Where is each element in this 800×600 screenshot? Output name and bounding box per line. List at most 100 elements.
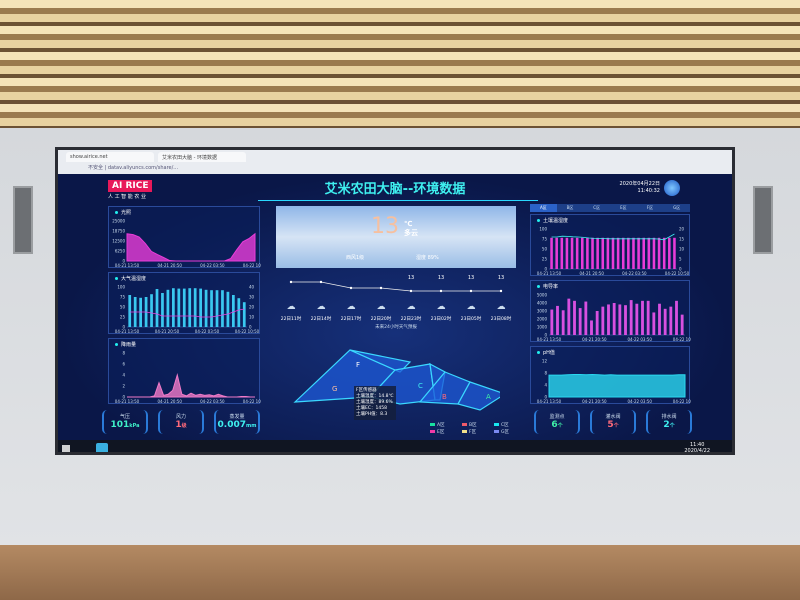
zone-tabs: A区 B区 C区 E区 F区 G区 [530,204,690,212]
map-legend-item[interactable]: E区 [430,429,444,435]
bar [680,314,684,335]
y-tick-label: 5000 [537,293,548,298]
address-bar[interactable]: 不安全 | datav.aliyuncs.com/share/... [88,165,179,171]
taskbar: 11:40 2020/4/22 [58,440,732,454]
zone-label-g: G [332,385,337,393]
browser-chrome: show.airice.net 艾米农田大脑 - 环境数据 不安全 | data… [58,150,732,174]
panel-title: 大气温湿度 [115,275,146,282]
zone-a[interactable] [457,381,500,411]
panel-title: pH值 [537,349,555,356]
bar [586,237,589,269]
stat-value: 2个 [663,420,675,430]
bar [647,237,651,269]
zone-tab[interactable]: G区 [673,205,681,210]
forecast-point [349,286,353,290]
rain-panel: 降雨量 04-21 13:50 04-21 20:50 04-22 03:50 04-2… [108,338,261,404]
y2-tick-label: 10 [249,315,255,320]
x-tick-label: 04-21 13:50 [115,329,140,334]
bar [226,291,230,327]
map-legend-item[interactable]: C区 [494,422,509,428]
stat-card: 监测点 6个 [534,410,580,434]
x-tick-label: 04-22 10:50 [665,271,690,276]
right-speaker [753,186,773,254]
x-tick-label: 04-22 10:50 [243,263,261,268]
dashboard: AI RICE 人 工 智 能 农 业 艾米农田大脑--环境数据 2020年04… [58,174,732,440]
zone-label-f: F [356,361,360,369]
bar [578,308,582,335]
map-legend-item[interactable]: B区 [462,422,477,428]
ph-panel: pH值 04-21 13:50 04-21 20:50 04-22 03:50 04-2… [530,346,691,404]
y-tick-label: 75 [120,295,126,300]
bar [618,304,622,335]
forecast-point [469,289,473,293]
stat-label: 灌水阀 [605,414,621,420]
bar [606,237,610,269]
bar [657,237,661,269]
bar [161,293,164,327]
bar [565,237,569,269]
bar [601,237,605,269]
ceiling [0,0,800,128]
bar [555,237,558,269]
x-tick-label: 04-22 03:50 [200,399,225,404]
forecast-hour: 22日20时 [370,317,392,322]
zone-tab[interactable]: C区 [593,205,601,210]
bar [616,237,620,269]
browser-app-icon[interactable] [96,443,108,452]
map-legend-item[interactable]: A区 [430,422,445,428]
bar [621,237,625,269]
tooltip-line: 土壤湿度：89.6% [356,400,393,405]
air-panel: 大气温湿度 04-21 13:50 04-21 20:50 04-22 03:50 04… [108,272,260,334]
forecast-temp: 13 [468,275,474,281]
browser-tab[interactable]: show.airice.net [66,152,154,162]
y-tick-label: 8 [544,371,547,376]
bar [601,306,605,335]
zone-tab[interactable]: A区 [530,204,557,212]
series-area [127,373,255,398]
y2-tick-label: 40 [249,285,255,290]
y2-tick-label: 20 [249,305,255,310]
x-tick-label: 04-21 13:50 [537,337,562,342]
bar [581,237,584,269]
bar [177,288,181,327]
bar [221,290,224,327]
zone-tab[interactable]: F区 [646,205,654,210]
y-tick-label: 0 [544,267,547,272]
browser-tab-active[interactable]: 艾米农田大脑 - 环境数据 [158,152,246,162]
time: 11:40:32 [637,188,660,194]
y-tick-label: 4000 [537,301,548,306]
bar [642,237,645,269]
windows-start-icon[interactable] [62,445,70,452]
zone-tab[interactable]: E区 [620,205,627,210]
stat-card: 风力 1级 [158,410,204,434]
y-tick-label: 75 [542,237,548,242]
x-tick-label: 04-22 03:50 [200,263,225,268]
stat-label: 蒸发量 [229,414,245,420]
tooltip-line: 土壤EC：1458 [356,406,387,411]
stat-card: 蒸发量 0.007mm [214,410,260,434]
x-tick-label: 04-21 13:50 [115,399,140,404]
x-tick-label: 04-22 03:50 [195,329,220,334]
forecast-point [379,286,383,290]
forecast-temp: 13 [438,275,444,281]
forecast-line [291,281,501,292]
taskbar-clock[interactable]: 11:40 2020/4/22 [684,442,710,454]
air-chart: 04-21 13:50 04-21 20:50 04-22 03:50 04-22 1… [115,285,260,335]
current-temp: 13 [371,214,399,239]
zone-tab[interactable]: B区 [566,205,574,210]
y2-tick-label: 5 [679,257,682,262]
ec-chart: 04-21 13:50 04-21 20:50 04-22 03:50 04-22 1… [537,293,691,343]
x-tick-label: 04-21 20:50 [157,263,182,268]
light-chart: 04-21 13:50 04-21 20:50 04-22 03:50 04-22 1… [112,219,261,269]
bar [166,289,170,327]
map-legend-item[interactable]: F区 [462,429,476,435]
y-tick-label: 25 [120,315,126,320]
bar [612,303,616,335]
y-tick-label: 4 [544,383,547,388]
map-legend-item[interactable]: G区 [494,429,509,435]
bar [199,288,202,327]
humidity: 湿度 89% [416,255,439,261]
bar [658,303,661,335]
panel-title: 降雨量 [115,341,136,348]
bar [188,288,192,327]
